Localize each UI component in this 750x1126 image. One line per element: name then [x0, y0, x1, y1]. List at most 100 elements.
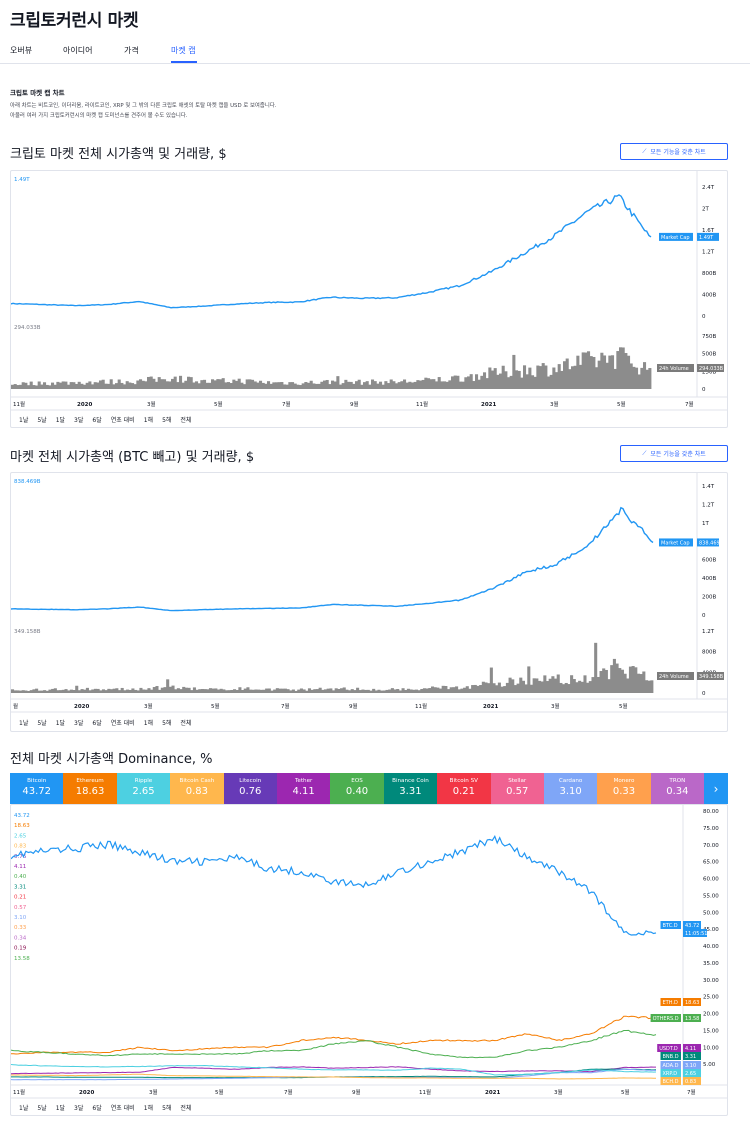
volume-bar: [390, 688, 394, 693]
dominance-legend-item[interactable]: Monero 0.33: [597, 773, 651, 804]
volume-bar: [579, 364, 583, 389]
volume-bar: [51, 688, 55, 693]
range-button[interactable]: 연초 대비: [110, 720, 135, 727]
range-button[interactable]: 6달: [92, 1105, 102, 1112]
chevron-right-icon[interactable]: ›: [704, 773, 729, 804]
dominance-legend-item[interactable]: Cardano 3.10: [543, 773, 598, 804]
volume-bar: [80, 689, 84, 693]
chart-3-svg[interactable]: 80.00 75.00 70.00 65.00 60.00 55.00 50.00 45.00…: [11, 805, 728, 1116]
volume-bar: [406, 688, 410, 693]
volume-bar: [253, 381, 257, 389]
volume-bar: [291, 689, 295, 693]
range-button[interactable]: 1날: [19, 720, 29, 727]
tab-market-cap[interactable]: 마켓 캡: [171, 46, 196, 55]
volume-bar: [264, 383, 268, 389]
volume-bar: [491, 370, 495, 389]
volume-bar: [464, 377, 468, 389]
range-button[interactable]: 1해: [143, 1105, 154, 1112]
market-cap-last-label: 838.469B: [699, 540, 724, 546]
legend-coin-value: 4.11: [292, 786, 315, 797]
range-button[interactable]: 1해: [143, 720, 154, 727]
range-button[interactable]: 1달: [55, 417, 66, 424]
range-button[interactable]: 5날: [37, 1105, 47, 1112]
dominance-legend-item[interactable]: Litecoin 0.76: [223, 773, 277, 804]
series-name-label: XRP.D: [663, 1071, 678, 1077]
range-button[interactable]: 1해: [143, 417, 154, 424]
volume-bar: [181, 382, 185, 389]
y-tick-label: 65.00: [703, 860, 719, 866]
chart-1-advanced-button[interactable]: ⟋ 모든 기능을 갖춘 차트: [620, 143, 728, 160]
tab-prices[interactable]: 가격: [124, 46, 139, 55]
range-button[interactable]: 5날: [37, 417, 47, 424]
volume-bar: [179, 689, 183, 693]
dominance-line: [11, 835, 657, 936]
dominance-legend-item[interactable]: Tether 4.11: [276, 773, 331, 804]
volume-bar: [227, 382, 231, 389]
dominance-legend-item[interactable]: EOS 0.40: [330, 773, 384, 804]
volume-bar: [325, 379, 329, 389]
series-name-tag: [660, 998, 681, 1006]
dominance-legend-item[interactable]: Ethereum 18.63: [63, 773, 117, 804]
volume-bar: [523, 365, 527, 389]
range-button[interactable]: 3달: [74, 417, 84, 424]
range-button[interactable]: 전체: [180, 417, 192, 424]
volume-bar: [613, 368, 617, 389]
volume-bar: [309, 380, 313, 389]
volume-bar: [160, 379, 164, 389]
volume-bar: [441, 685, 445, 693]
dominance-legend-item[interactable]: Stellar 0.57: [490, 773, 544, 804]
range-button[interactable]: 전체: [180, 720, 192, 727]
dominance-legend-item[interactable]: Bitcoin Cash 0.83: [170, 773, 224, 804]
range-button[interactable]: 연초 대비: [110, 417, 135, 424]
volume-bar: [24, 382, 28, 389]
volume-bar: [131, 383, 135, 389]
tab-ideas[interactable]: 아이디어: [63, 46, 93, 55]
range-button[interactable]: 1날: [19, 417, 29, 424]
volume-bar: [371, 379, 375, 389]
range-button[interactable]: 5해: [162, 1105, 172, 1112]
volume-bar: [168, 381, 172, 389]
volume-bar: [500, 686, 504, 693]
chart-3-panel[interactable]: 80.00 75.00 70.00 65.00 60.00 55.00 50.00 45.00…: [10, 804, 728, 1116]
range-button[interactable]: 연초 대비: [110, 1105, 135, 1112]
range-button[interactable]: 전체: [180, 1105, 192, 1112]
dominance-legend-item[interactable]: Ripple 2.65: [116, 773, 171, 804]
range-button[interactable]: 6달: [92, 720, 102, 727]
volume-bar: [35, 688, 39, 693]
volume-bar: [411, 382, 415, 389]
range-button[interactable]: 1달: [55, 1105, 66, 1112]
volume-bar: [480, 375, 484, 389]
chart-2-advanced-button[interactable]: ⟋ 모든 기능을 갖춘 차트: [620, 445, 728, 462]
tab-overview[interactable]: 오버뷰: [10, 46, 33, 55]
range-button[interactable]: 1달: [55, 720, 66, 727]
y-tick-label: 1T: [702, 521, 709, 527]
chart-2-panel[interactable]: 1.4T 1.2T 1T 800B 600B 400B 200B 0 Market Cap 838…: [10, 472, 728, 732]
dominance-legend-item[interactable]: Bitcoin 43.72: [10, 773, 64, 804]
y-tick-label: 70.00: [703, 843, 719, 849]
dominance-legend-item[interactable]: Bitcoin SV 0.21: [437, 773, 491, 804]
volume-bar: [387, 383, 391, 389]
chart-2-svg[interactable]: 1.4T 1.2T 1T 800B 600B 400B 200B 0 Market Cap 838…: [11, 473, 728, 732]
volume-bar: [473, 684, 477, 693]
legend-coin-value: 43.72: [22, 786, 52, 797]
range-button[interactable]: 5날: [37, 720, 47, 727]
volume-bar: [443, 381, 447, 389]
range-button[interactable]: 5해: [162, 417, 172, 424]
x-tick-label: 3월: [147, 400, 156, 408]
volume-bar: [419, 380, 423, 389]
dominance-legend-item[interactable]: TRON 0.34: [650, 773, 705, 804]
range-button[interactable]: 3달: [74, 720, 84, 727]
dominance-legend-item[interactable]: Binance Coin 3.31: [383, 773, 438, 804]
chart-1-panel[interactable]: 2.4T 2T 1.6T 1.2T 800B 400B 0 Market Cap 1.49T 1.…: [10, 170, 728, 428]
y-tick-label: 75.00: [703, 826, 719, 832]
range-button[interactable]: 5해: [162, 720, 172, 727]
volume-bar: [289, 690, 293, 693]
range-button[interactable]: 1날: [19, 1105, 29, 1112]
volume-last-tag: [697, 364, 724, 372]
volume-bar: [476, 685, 480, 693]
volume-bar: [427, 378, 431, 389]
range-button[interactable]: 6달: [92, 417, 102, 424]
chart-1-svg[interactable]: 2.4T 2T 1.6T 1.2T 800B 400B 0 Market Cap 1.49T 1.…: [11, 171, 728, 428]
volume-bar: [596, 676, 600, 693]
range-button[interactable]: 3달: [74, 1105, 84, 1112]
